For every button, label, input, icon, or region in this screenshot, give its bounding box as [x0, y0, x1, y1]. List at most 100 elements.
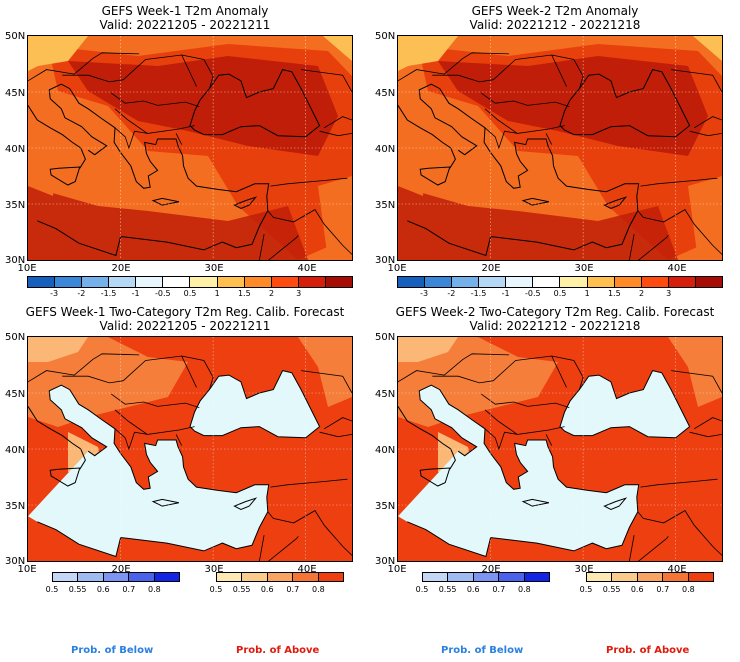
colorbar-label: 0.6 [630, 585, 644, 594]
lat-label: 50N [375, 332, 396, 343]
colorbar-label: 0.6 [466, 585, 480, 594]
colorbar-label: 0.8 [312, 585, 325, 594]
coastline-sicily [419, 467, 451, 487]
coastline [37, 384, 270, 558]
country-border [270, 177, 348, 187]
colorbar-swatch [244, 277, 272, 287]
map-grid [28, 36, 352, 260]
country-border [637, 209, 722, 255]
anomaly-map [27, 35, 353, 261]
colorbar-label: 0.8 [682, 585, 695, 594]
colorbar-swatch [524, 573, 550, 581]
country-border [258, 535, 265, 561]
prob-above-label: Prob. of Above [606, 645, 690, 656]
country-border [693, 417, 722, 430]
colorbar-label: 0.6 [260, 585, 274, 594]
coastline [407, 83, 640, 257]
panel-title: GEFS Week-2 T2m Anomaly [471, 4, 639, 18]
lon-label: 20E [481, 263, 501, 274]
anomaly-zone [398, 186, 678, 260]
colorbar-swatch [688, 573, 714, 581]
colorbar-label: -0.5 [155, 289, 171, 298]
country-border [628, 234, 635, 260]
probability-zone [668, 337, 722, 407]
colorbar-swatch [78, 573, 104, 581]
country-border [693, 116, 722, 129]
map-grid [28, 337, 352, 561]
country-border [111, 393, 200, 408]
lat-label: 30N [375, 556, 396, 567]
colorbar-swatch [614, 277, 642, 287]
country-border [545, 133, 553, 145]
country-border [323, 417, 352, 430]
anomaly-colorbar [397, 276, 723, 288]
colorbar-label: 0.55 [68, 585, 87, 594]
prob-above-colorbar [216, 572, 344, 582]
lat-label: 40N [375, 445, 396, 456]
colorbar-label: 0.7 [122, 585, 136, 594]
prob-above-label: Prob. of Above [236, 645, 320, 656]
panel-title: GEFS Week-1 Two-Category T2m Reg. Calib.… [25, 305, 345, 319]
coastline-black-sea [189, 69, 321, 138]
colorbar-swatch [668, 277, 696, 287]
country-border [551, 54, 584, 89]
colorbar-label: -1 [131, 289, 140, 298]
lat-label: 30N [5, 255, 26, 266]
coastline-cyprus [233, 497, 258, 511]
colorbar-swatch [325, 277, 352, 287]
colorbar-swatch [103, 573, 130, 581]
probability-zone [398, 337, 458, 362]
coastline-black-sea [559, 69, 691, 138]
colorbar-label: 0.55 [602, 585, 621, 594]
anomaly-zone [688, 176, 722, 260]
colorbar-label: 0.8 [148, 585, 161, 594]
probability-map [27, 336, 353, 562]
colorbar-swatch [318, 573, 344, 581]
country-border [114, 127, 148, 150]
lon-label: 40E [667, 564, 687, 575]
country-border [398, 353, 510, 383]
colorbar-swatch [533, 277, 561, 287]
lat-label: 40N [375, 144, 396, 155]
coastline [398, 406, 456, 470]
colorbar-swatch [293, 573, 319, 581]
country-border [114, 428, 148, 451]
colorbar-swatch [587, 277, 615, 287]
colorbar-label: 0.5 [579, 585, 593, 594]
colorbar-swatch [109, 277, 137, 287]
lon-label: 10E [17, 263, 37, 274]
probability-zone [298, 337, 352, 407]
coastline-cyprus [603, 196, 628, 210]
colorbar-swatch [217, 277, 245, 287]
colorbar-swatch [129, 573, 155, 581]
country-border [545, 434, 553, 446]
country-borders [398, 353, 722, 561]
colorbar-label: 2 [638, 289, 645, 298]
country-border [267, 235, 299, 260]
sea-area [28, 385, 269, 557]
colorbar-swatch [398, 277, 426, 287]
colorbar-swatch [55, 277, 83, 287]
country-border [181, 355, 214, 390]
country-border [267, 209, 352, 255]
colorbar-swatch [452, 277, 480, 287]
lon-label: 20E [481, 564, 501, 575]
country-border [181, 54, 214, 89]
anomaly-zone [693, 36, 722, 61]
probability-zone [28, 337, 88, 362]
coastline [407, 384, 640, 558]
lat-label: 40N [5, 144, 26, 155]
panel-week2-anomaly: GEFS Week-2 T2m Anomaly Valid: 20221212 … [370, 0, 740, 300]
lat-label: 50N [375, 31, 396, 42]
panel-subtitle: Valid: 20221212 - 20221218 [469, 18, 641, 32]
colorbar-label: 1 [584, 289, 590, 298]
anomaly-map [397, 35, 723, 261]
colorbar-label: 0.6 [96, 585, 110, 594]
lon-label: 10E [387, 263, 407, 274]
country-border [637, 510, 722, 556]
panel-week2-probability: GEFS Week-2 Two-Category T2m Reg. Calib.… [370, 300, 740, 662]
country-border [628, 535, 635, 561]
country-border [28, 52, 140, 82]
panel-subtitle: Valid: 20221205 - 20221211 [99, 319, 271, 333]
lon-label: 30E [204, 564, 224, 575]
